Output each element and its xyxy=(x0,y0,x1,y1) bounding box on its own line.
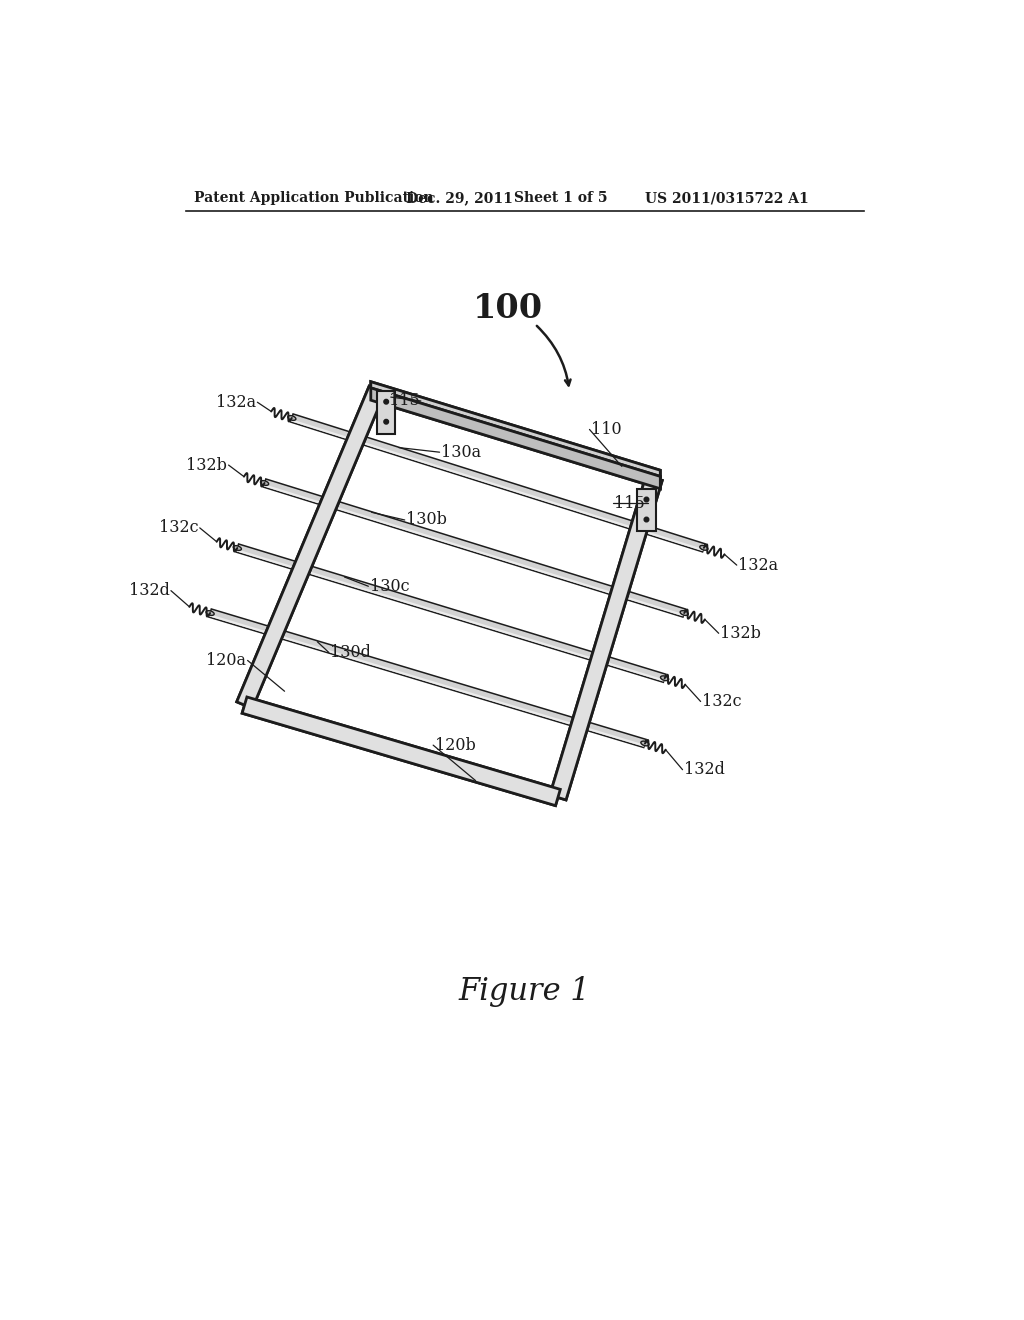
Polygon shape xyxy=(377,391,395,434)
Polygon shape xyxy=(371,381,660,477)
Ellipse shape xyxy=(680,611,688,615)
Text: 115: 115 xyxy=(614,495,645,512)
Polygon shape xyxy=(237,387,385,709)
Polygon shape xyxy=(263,479,685,616)
Ellipse shape xyxy=(288,416,296,420)
Polygon shape xyxy=(237,544,666,682)
Polygon shape xyxy=(550,475,663,800)
Text: Patent Application Publication: Patent Application Publication xyxy=(194,191,433,206)
Polygon shape xyxy=(291,414,706,552)
Ellipse shape xyxy=(699,545,708,550)
Circle shape xyxy=(644,517,649,521)
Text: 120b: 120b xyxy=(435,737,475,754)
Ellipse shape xyxy=(206,611,214,615)
Text: 130d: 130d xyxy=(331,644,372,661)
Circle shape xyxy=(384,420,388,424)
Polygon shape xyxy=(291,420,703,552)
Polygon shape xyxy=(242,697,560,805)
Text: 132c: 132c xyxy=(159,519,199,536)
Text: 132b: 132b xyxy=(720,624,761,642)
Text: 132a: 132a xyxy=(738,557,778,574)
Text: 130b: 130b xyxy=(407,511,447,528)
Circle shape xyxy=(644,498,649,502)
Circle shape xyxy=(384,400,388,404)
Polygon shape xyxy=(209,614,644,747)
Polygon shape xyxy=(371,388,660,488)
Text: 132c: 132c xyxy=(702,693,741,710)
Text: 110: 110 xyxy=(591,421,622,438)
Text: 120a: 120a xyxy=(206,652,246,669)
Polygon shape xyxy=(371,381,660,477)
Polygon shape xyxy=(550,475,663,800)
Text: Figure 1: Figure 1 xyxy=(459,975,591,1007)
Polygon shape xyxy=(637,490,655,532)
Polygon shape xyxy=(371,388,660,488)
Polygon shape xyxy=(237,387,385,709)
Text: 132d: 132d xyxy=(684,762,725,779)
Text: 132a: 132a xyxy=(216,393,256,411)
Ellipse shape xyxy=(641,741,649,746)
Polygon shape xyxy=(237,549,665,681)
Text: 132d: 132d xyxy=(129,582,169,599)
Ellipse shape xyxy=(260,480,268,486)
Text: 130c: 130c xyxy=(370,578,410,595)
Text: 130a: 130a xyxy=(441,444,481,461)
Text: 100: 100 xyxy=(473,292,543,325)
Polygon shape xyxy=(242,697,560,805)
Polygon shape xyxy=(263,484,684,616)
Ellipse shape xyxy=(233,545,242,550)
Ellipse shape xyxy=(660,676,669,681)
Text: 115: 115 xyxy=(388,392,419,409)
Text: 132b: 132b xyxy=(186,457,227,474)
Text: Sheet 1 of 5: Sheet 1 of 5 xyxy=(514,191,607,206)
Text: Dec. 29, 2011: Dec. 29, 2011 xyxy=(407,191,513,206)
Polygon shape xyxy=(209,609,646,747)
Text: US 2011/0315722 A1: US 2011/0315722 A1 xyxy=(645,191,809,206)
